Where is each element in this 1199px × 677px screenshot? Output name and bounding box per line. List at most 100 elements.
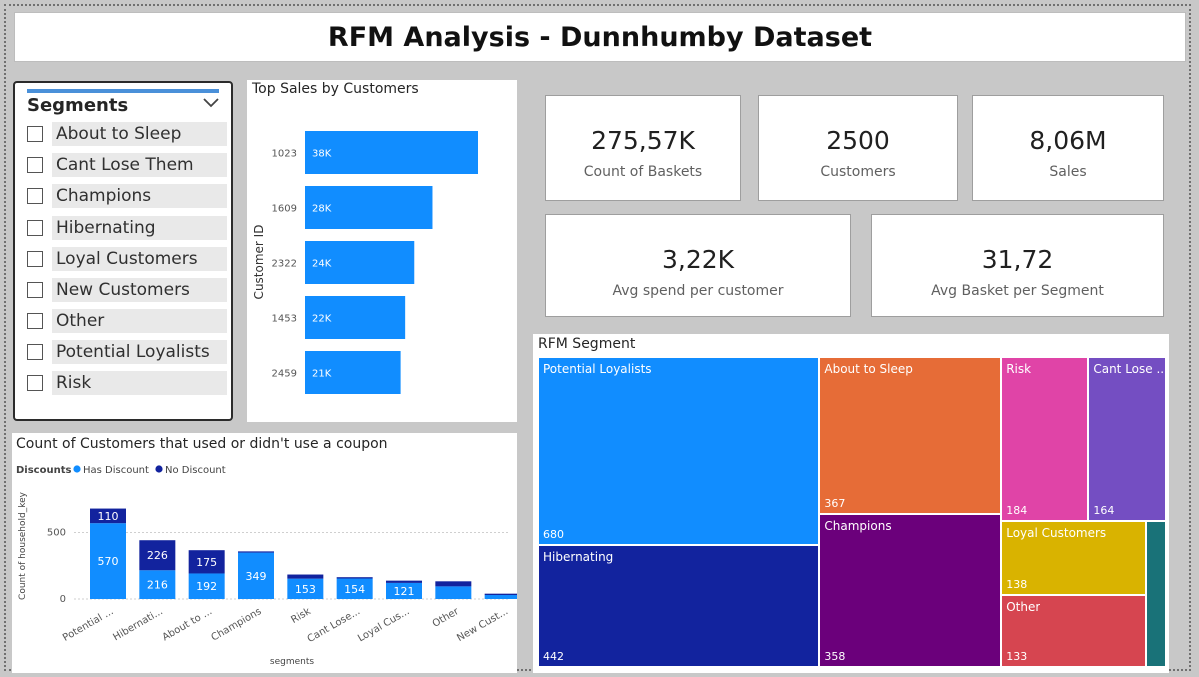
kpi-value: 2500 [826,126,890,155]
treemap-tile[interactable]: About to Sleep 367 [819,357,1002,514]
slicer-item-risk[interactable]: Risk [27,371,227,395]
slicer-item-label: Risk [52,371,227,395]
bar-no-discount[interactable] [139,540,176,571]
bar[interactable] [305,186,433,229]
checkbox[interactable] [27,126,43,142]
bar-has-discount[interactable] [386,582,422,599]
chart-title: Count of Customers that used or didn't u… [16,436,388,452]
checkbox[interactable] [27,375,43,391]
bar-has-discount[interactable] [484,595,517,599]
kpi-label: Count of Baskets [583,164,703,180]
bar-has-discount[interactable] [435,586,472,599]
data-label: 153 [295,583,316,596]
coupon-usage-chart[interactable]: Count of Customers that used or didn't u… [12,433,517,673]
y-tick-label: 500 [47,528,66,539]
bar[interactable] [305,131,478,174]
x-tick-label: Potential ... [61,606,115,644]
bar-no-discount[interactable] [336,577,373,579]
bar-has-discount[interactable] [188,573,225,599]
category-label: 1609 [272,204,297,215]
bar-has-discount[interactable] [139,570,176,599]
top-sales-chart[interactable]: Top Sales by Customers Customer ID 1023 3… [247,80,517,422]
tile-value: 138 [1006,578,1028,592]
bar-no-discount[interactable] [287,574,324,579]
category-label: 1023 [272,149,297,160]
segments-slicer[interactable]: Segments About to Sleep Cant Lose Them C… [13,81,233,421]
tile-value: 358 [824,649,846,663]
checkbox[interactable] [27,157,43,173]
treemap-tile[interactable]: Cant Lose ... 164 [1088,357,1166,522]
bar-has-discount[interactable] [238,552,274,599]
bar[interactable] [305,351,401,394]
x-tick-label: About to ... [161,606,215,643]
data-label: 28K [312,204,332,215]
legend-title: Discounts [16,465,71,476]
x-tick-label: Loyal Cus... [356,606,411,644]
treemap-tile[interactable]: Other 133 [1001,595,1146,667]
treemap-tile[interactable]: Hibernating 442 [538,544,820,667]
kpi-card-avg-spend: 3,22K Avg spend per customer [545,214,851,317]
treemap-tile[interactable]: Champions 358 [819,513,1002,667]
slicer-item-label: Champions [52,184,227,208]
data-label: 24K [312,259,332,270]
chart-title: Top Sales by Customers [252,81,419,97]
data-label: 121 [394,585,415,598]
slicer-item-new-customers[interactable]: New Customers [27,278,227,302]
kpi-value: 3,22K [661,245,735,274]
legend-label-has-discount: Has Discount [83,465,149,476]
data-label: 21K [312,369,332,380]
checkbox[interactable] [27,344,43,360]
bar-has-discount[interactable] [336,578,373,599]
checkbox[interactable] [27,313,43,329]
slicer-item-champions[interactable]: Champions [27,184,227,208]
slicer-item-cant-lose-them[interactable]: Cant Lose Them [27,153,227,177]
bar[interactable] [305,296,406,339]
kpi-value: 31,72 [981,245,1054,274]
data-label: 175 [196,556,217,569]
tile-label: Loyal Customers [1006,526,1107,541]
bar-no-discount[interactable] [435,581,472,587]
tile-label: Potential Loyalists [543,362,652,376]
x-tick-label: Hibernati... [111,606,165,643]
tile-value: 164 [1093,504,1115,518]
bar-no-discount[interactable] [90,508,126,524]
checkbox[interactable] [27,188,43,204]
tile-value: 442 [543,649,564,663]
treemap-tile[interactable]: Risk 184 [1001,357,1089,522]
bar-no-discount[interactable] [238,551,274,553]
bar-has-discount[interactable] [90,523,126,599]
bar[interactable] [305,241,415,284]
treemap-tile[interactable]: Loyal Customers 138 [1001,521,1146,596]
slicer-item-loyal-customers[interactable]: Loyal Customers [27,247,227,271]
kpi-card-customers: 2500 Customers [758,95,958,201]
treemap-tile[interactable]: Potential Loyalists 680 [538,357,820,545]
tile-label: About to Sleep [824,362,913,376]
chart-title: RFM Segment [538,336,636,352]
slicer-accent-bar [27,89,219,93]
kpi-value: 8,06M [1029,126,1107,155]
data-label: 226 [147,549,168,562]
category-label: 2459 [272,369,297,380]
data-label: 216 [147,579,168,592]
rfm-segment-treemap[interactable]: RFM Segment Potential Loyalists 680 Hibern… [533,334,1169,673]
category-label: 1453 [272,314,297,325]
bar-no-discount[interactable] [484,593,517,596]
bar-no-discount[interactable] [386,580,422,583]
treemap-tile[interactable] [1145,521,1166,667]
x-tick-label: New Cust... [455,606,510,644]
tile-label: Hibernating [543,549,614,564]
slicer-item-other[interactable]: Other [27,309,227,333]
slicer-item-about-to-sleep[interactable]: About to Sleep [27,122,227,146]
checkbox[interactable] [27,220,43,236]
data-label: 192 [196,580,217,593]
checkbox[interactable] [27,282,43,298]
slicer-item-potential-loyalists[interactable]: Potential Loyalists [27,340,227,364]
slicer-item-hibernating[interactable]: Hibernating [27,216,227,240]
kpi-card-sales: 8,06M Sales [972,95,1164,201]
bar-no-discount[interactable] [188,550,225,574]
chevron-down-icon[interactable] [201,93,221,113]
slicer-heading: Segments [27,95,129,116]
bar-has-discount[interactable] [287,578,324,599]
checkbox[interactable] [27,251,43,267]
tile-label: Cant Lose ... [1093,362,1163,376]
